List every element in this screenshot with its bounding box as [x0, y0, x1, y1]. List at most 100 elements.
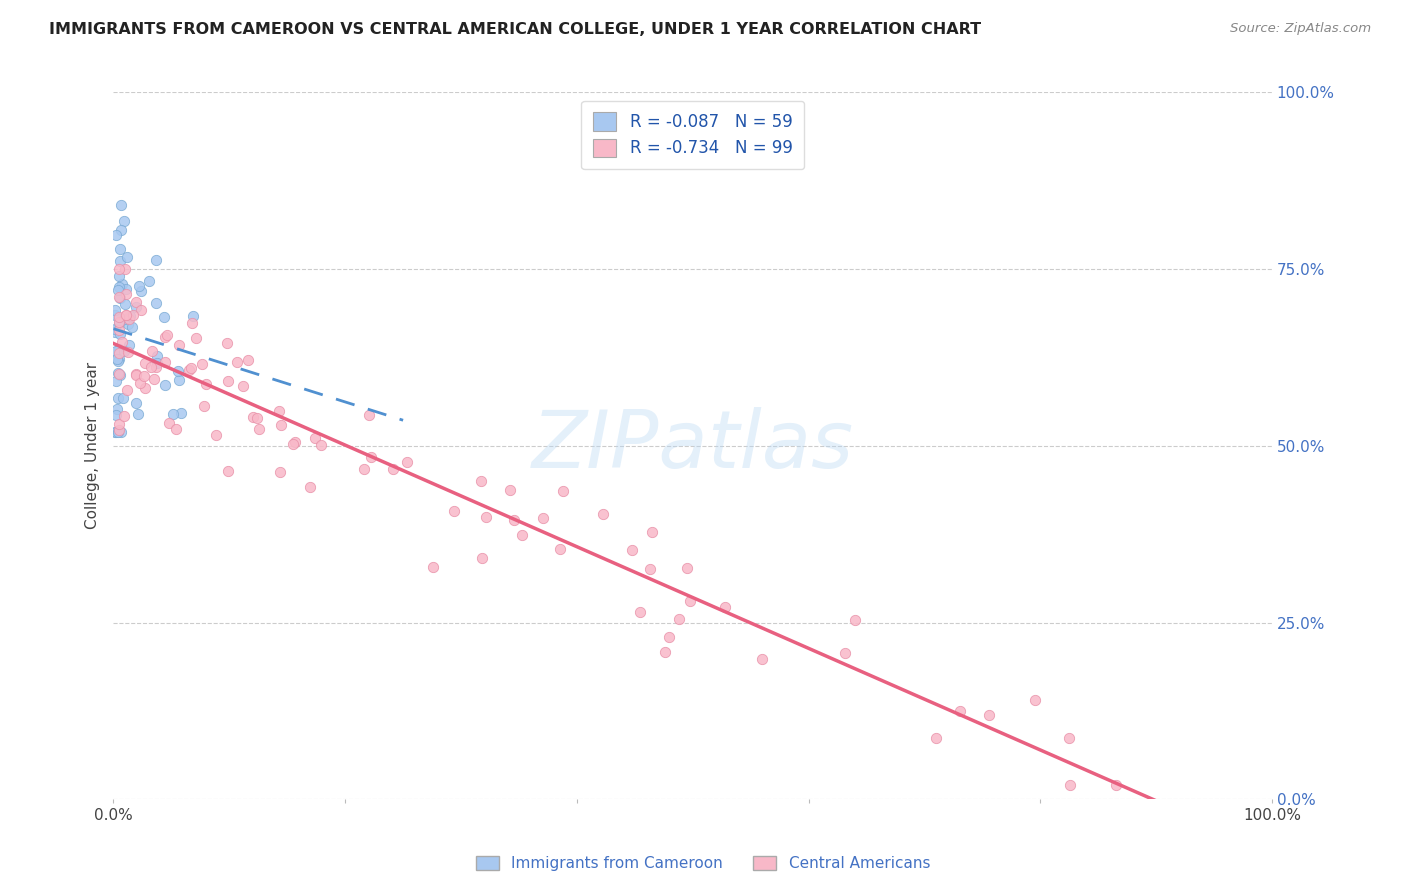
Point: [117, 384, 139, 398]
Point: [110, 198, 132, 212]
Point: [118, 311, 141, 326]
Point: [1024, 693, 1046, 707]
Point: [108, 352, 131, 367]
Point: [108, 289, 131, 303]
Point: [108, 327, 131, 342]
Point: [531, 510, 554, 524]
Point: [105, 408, 128, 422]
Point: [112, 409, 135, 423]
Point: [979, 708, 1001, 723]
Point: [162, 407, 184, 421]
Point: [640, 562, 662, 576]
Point: [157, 417, 180, 431]
Legend: R = -0.087   N = 59, R = -0.734   N = 99: R = -0.087 N = 59, R = -0.734 N = 99: [581, 101, 804, 169]
Point: [668, 611, 690, 625]
Point: [357, 409, 380, 423]
Point: [751, 651, 773, 665]
Point: [114, 262, 136, 277]
Point: [107, 354, 129, 368]
Point: [104, 425, 127, 439]
Point: [502, 513, 524, 527]
Point: [139, 359, 162, 374]
Point: [641, 525, 664, 540]
Point: [592, 508, 614, 522]
Point: [153, 355, 176, 369]
Point: [247, 422, 270, 436]
Point: [679, 594, 702, 608]
Point: [104, 374, 127, 388]
Point: [110, 222, 132, 236]
Point: [108, 279, 131, 293]
Point: [117, 345, 139, 359]
Point: [110, 253, 132, 268]
Point: [115, 308, 138, 322]
Point: [134, 356, 156, 370]
Point: [270, 417, 292, 432]
Point: [165, 422, 187, 436]
Point: [125, 300, 148, 314]
Point: [105, 344, 128, 359]
Point: [108, 417, 131, 431]
Point: [134, 381, 156, 395]
Point: [834, 647, 856, 661]
Point: [714, 599, 737, 614]
Point: [281, 437, 304, 451]
Point: [104, 322, 127, 336]
Point: [121, 308, 143, 322]
Point: [1105, 778, 1128, 792]
Point: [304, 431, 326, 445]
Point: [284, 434, 307, 449]
Point: [141, 344, 163, 359]
Point: [108, 310, 131, 325]
Point: [104, 302, 127, 317]
Point: [1059, 778, 1081, 792]
Point: [153, 377, 176, 392]
Point: [108, 316, 131, 330]
Point: [654, 645, 676, 659]
Point: [470, 475, 492, 489]
Point: [104, 325, 127, 339]
Point: [443, 504, 465, 518]
Point: [111, 335, 134, 350]
Point: [269, 466, 291, 480]
Point: [949, 705, 972, 719]
Point: [105, 401, 128, 416]
Point: [108, 342, 131, 356]
Point: [108, 346, 131, 360]
Point: [226, 355, 249, 369]
Point: [114, 296, 136, 310]
Point: [104, 309, 127, 323]
Point: [471, 551, 494, 566]
Point: [115, 283, 138, 297]
Point: [510, 527, 533, 541]
Point: [107, 367, 129, 381]
Point: [1057, 731, 1080, 745]
Point: [108, 262, 131, 277]
Point: [108, 242, 131, 256]
Point: [112, 214, 135, 228]
Point: [167, 337, 190, 351]
Point: [115, 287, 138, 301]
Point: [553, 484, 575, 499]
Point: [217, 464, 239, 478]
Point: [108, 315, 131, 329]
Point: [138, 274, 160, 288]
Point: [395, 455, 418, 469]
Point: [108, 423, 131, 437]
Point: [353, 462, 375, 476]
Point: [180, 360, 202, 375]
Point: [112, 391, 135, 405]
Point: [111, 277, 134, 292]
Point: [112, 344, 135, 359]
Point: [105, 351, 128, 366]
Point: [156, 328, 179, 343]
Point: [311, 438, 333, 452]
Point: [170, 406, 193, 420]
Point: [129, 376, 152, 391]
Point: [242, 410, 264, 425]
Point: [183, 309, 205, 323]
Point: [167, 363, 190, 377]
Point: [104, 227, 127, 242]
Point: [153, 329, 176, 343]
Point: [121, 319, 143, 334]
